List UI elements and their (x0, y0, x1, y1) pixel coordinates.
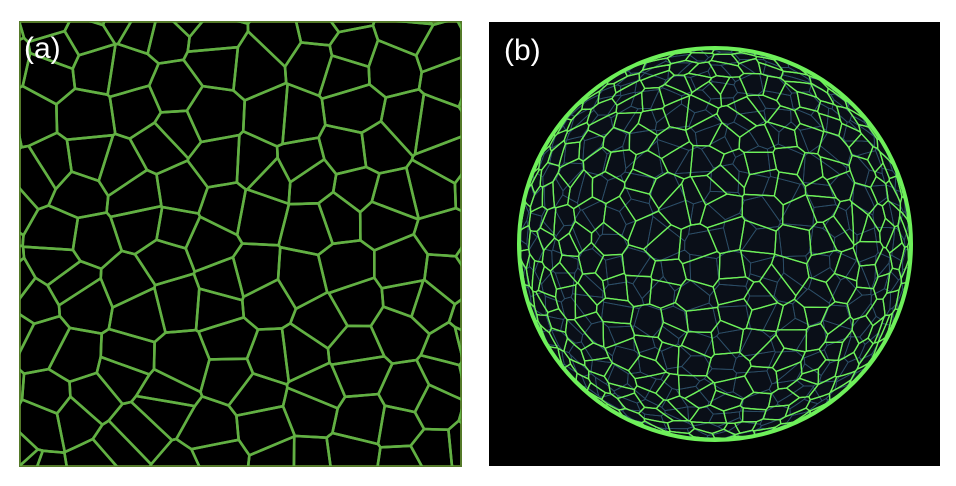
cell (409, 427, 454, 466)
cell (20, 256, 37, 301)
cell (20, 133, 24, 150)
cell (35, 449, 68, 466)
cell (63, 22, 117, 57)
cell (108, 468, 169, 486)
panel-label: (a) (24, 32, 61, 65)
cell (250, 0, 293, 16)
cell (536, 227, 556, 252)
cell (458, 0, 510, 11)
sphere-body (518, 47, 912, 441)
cell (447, 419, 461, 466)
cell (379, 482, 429, 486)
cell (450, 476, 510, 486)
cell (325, 431, 382, 466)
voronoi-tessellation (0, 0, 510, 486)
cell (236, 22, 252, 26)
cell (292, 0, 339, 13)
cell (148, 437, 201, 466)
cell (396, 22, 434, 26)
cell (808, 267, 842, 304)
cell (0, 404, 18, 445)
cell (292, 434, 332, 466)
cell (0, 0, 41, 20)
cell (20, 147, 21, 151)
panel-label: (b) (504, 34, 541, 67)
cell (20, 430, 40, 466)
cell (0, 477, 41, 486)
cell (428, 469, 475, 486)
cell (632, 256, 664, 300)
cell (453, 325, 461, 358)
cell (292, 468, 339, 486)
cell (91, 419, 153, 466)
cell (20, 313, 36, 355)
sphere-outline (517, 46, 913, 442)
cell (333, 471, 384, 486)
cell (210, 479, 256, 486)
cell (457, 361, 461, 379)
cell (20, 36, 32, 89)
cell (655, 399, 689, 422)
